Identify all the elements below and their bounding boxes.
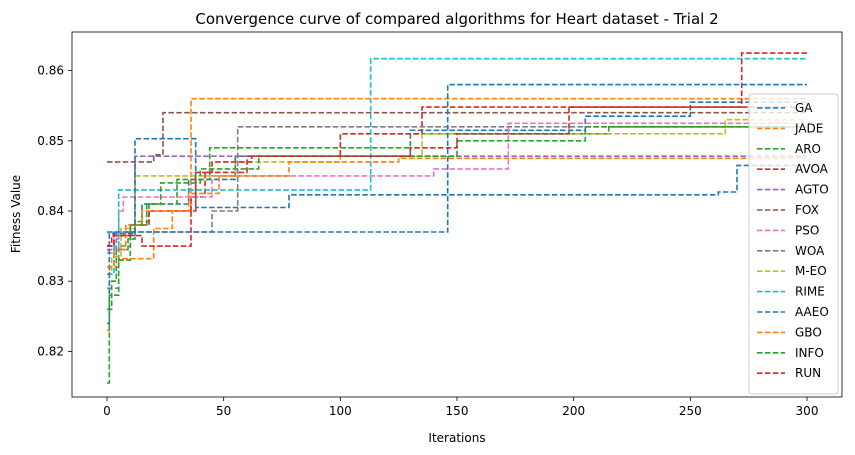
- y-tick-label: 0.85: [37, 134, 64, 148]
- x-tick-label: 150: [446, 404, 469, 418]
- x-axis-label: Iterations: [428, 431, 485, 445]
- legend-label-gbo: GBO: [795, 325, 822, 339]
- legend-label-m-eo: M-EO: [795, 264, 827, 278]
- y-tick-label: 0.84: [37, 204, 64, 218]
- x-tick-label: 100: [329, 404, 352, 418]
- x-tick-label: 300: [796, 404, 819, 418]
- chart-title: Convergence curve of compared algorithms…: [195, 10, 718, 28]
- legend-label-pso: PSO: [795, 223, 819, 237]
- legend-label-avoa: AVOA: [795, 162, 829, 176]
- x-tick-label: 200: [562, 404, 585, 418]
- x-tick-label: 50: [216, 404, 231, 418]
- series-line-info: [107, 126, 807, 384]
- y-axis: 0.82 0.83 0.84 0.85 0.86: [37, 64, 72, 358]
- series-line-jade: [107, 97, 807, 332]
- y-axis-label: Fitness Value: [9, 175, 23, 253]
- series-line-aro: [107, 126, 807, 311]
- series-line-gbo: [107, 157, 807, 268]
- series-line-fox: [107, 111, 807, 163]
- series-line-unlabeled-14: [107, 83, 807, 233]
- legend: GA JADE ARO AVOA AGTO FOX PSO WOA M-EO RIME AAEO GB…: [748, 93, 839, 395]
- x-axis: 0 50 100 150 200 250 300: [103, 397, 818, 418]
- series-line-pso: [107, 122, 807, 254]
- series-line-aaeo: [107, 137, 807, 325]
- y-tick-label: 0.86: [37, 64, 64, 78]
- x-tick-label: 0: [103, 404, 111, 418]
- series-line-rime: [107, 57, 807, 275]
- legend-label-woa: WOA: [795, 244, 825, 258]
- legend-label-run: RUN: [795, 366, 821, 380]
- legend-box: [748, 93, 839, 395]
- series-line-avoa: [107, 106, 807, 247]
- series-layer: [107, 52, 807, 384]
- legend-label-ga: GA: [795, 101, 813, 115]
- series-line-run: [107, 52, 807, 247]
- legend-label-info: INFO: [795, 346, 824, 360]
- legend-label-jade: JADE: [794, 121, 823, 135]
- y-tick-label: 0.82: [37, 344, 64, 358]
- x-tick-label: 250: [679, 404, 702, 418]
- legend-label-rime: RIME: [795, 285, 825, 299]
- legend-label-agto: AGTO: [795, 183, 829, 197]
- legend-label-fox: FOX: [795, 203, 819, 217]
- legend-label-aro: ARO: [795, 142, 821, 156]
- y-tick-label: 0.83: [37, 274, 64, 288]
- legend-label-aaeo: AAEO: [795, 305, 829, 319]
